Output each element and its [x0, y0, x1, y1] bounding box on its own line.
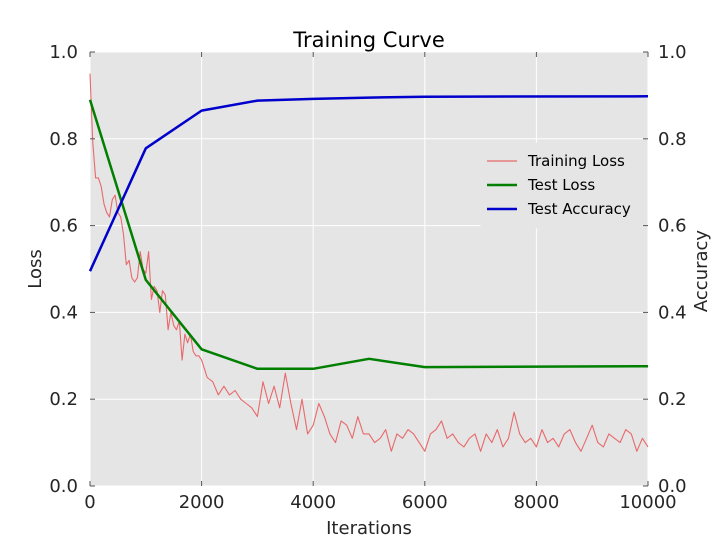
legend-label-training-loss: Training Loss: [527, 152, 625, 170]
x-tick-label: 0: [84, 492, 95, 513]
test-accuracy-line: [88, 95, 649, 272]
y-axis-label-left: Loss: [25, 249, 46, 288]
x-tick-label: 6000: [402, 492, 448, 513]
y-tick-label-right: 0.8: [658, 129, 687, 150]
y-tick-label-left: 1.0: [49, 42, 78, 63]
ticks-layer: 0 2000 4000 6000 8000 100000.00.20.40.60.81.0…: [49, 42, 686, 513]
y-tick-label-left: 0.2: [49, 389, 78, 410]
y-tick-label-left: 0.4: [49, 302, 78, 323]
y-tick-label-left: 0.8: [49, 129, 78, 150]
y-tick-label-right: 1.0: [658, 42, 687, 63]
chart-title: Training Curve: [292, 28, 445, 52]
training-loss-line: [89, 73, 649, 452]
y-tick-label-left: 0.6: [49, 216, 78, 237]
series-layer: [88, 73, 649, 452]
x-tick-label: 8000: [513, 492, 559, 513]
legend: Training Loss Test Loss Test Accuracy: [480, 142, 643, 229]
x-tick-label: 2000: [179, 492, 225, 513]
x-tick-label: 4000: [290, 492, 336, 513]
x-tick-label: 10000: [619, 492, 676, 513]
y-tick-label-right: 0.0: [658, 476, 687, 497]
legend-label-test-accuracy: Test Accuracy: [527, 200, 631, 218]
y-tick-label-right: 0.6: [658, 216, 687, 237]
legend-label-test-loss: Test Loss: [527, 176, 595, 194]
test-loss-line: [88, 99, 649, 371]
y-tick-label-right: 0.4: [658, 302, 687, 323]
y-tick-label-left: 0.0: [49, 476, 78, 497]
plot-area: [90, 52, 648, 486]
y-tick-label-right: 0.2: [658, 389, 687, 410]
x-axis-label: Iterations: [326, 518, 412, 539]
y-axis-label-right: Accuracy: [691, 230, 712, 313]
